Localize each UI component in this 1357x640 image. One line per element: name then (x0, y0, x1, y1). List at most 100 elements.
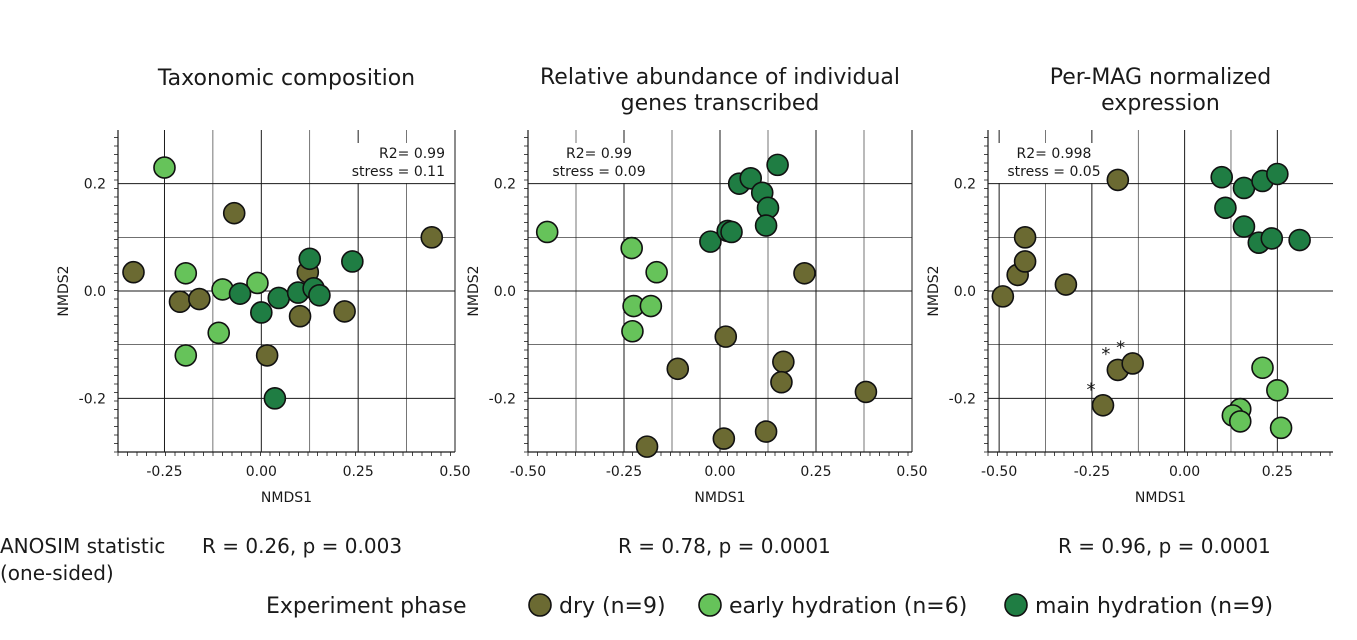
data-point-main (228, 282, 252, 305)
anosim-value: R = 0.78, p = 0.0001 (618, 534, 831, 558)
data-point-main (766, 153, 789, 177)
data-point-early (1266, 378, 1289, 402)
anosim-label-sub: (one-sided) (0, 561, 114, 585)
chart-title: Relative abundance of individual (540, 65, 900, 90)
data-point-main (720, 220, 743, 244)
data-point-dry (770, 370, 793, 394)
fit-annotation: stress = 0.09 (552, 164, 645, 180)
data-point-dry (1091, 394, 1115, 417)
data-point-main (699, 230, 722, 253)
anosim-value: R = 0.96, p = 0.0001 (1058, 534, 1271, 558)
data-point-dry (714, 325, 738, 348)
y-tick-label: 0.2 (84, 177, 106, 193)
data-point-dry (188, 287, 211, 311)
data-point-early (1251, 356, 1274, 380)
y-tick-label: -0.2 (489, 391, 516, 407)
legend-marker-early (698, 593, 722, 617)
fit-annotation: stress = 0.11 (352, 164, 445, 180)
data-point-dry (666, 357, 690, 381)
panel-1: Taxonomic composition -0.25 0.00 0.25 0.50 0.… (56, 66, 471, 558)
data-point-main (341, 250, 364, 273)
x-axis-label: NMDS1 (1135, 490, 1186, 506)
data-point-early (174, 344, 198, 367)
y-axis-label: NMDS2 (926, 265, 942, 316)
data-point-early (535, 220, 559, 244)
significance-star: * (1116, 337, 1125, 358)
y-axis-label: NMDS2 (466, 265, 482, 316)
data-point-main (1288, 228, 1311, 252)
data-point-early (620, 236, 643, 260)
x-tick-label: -0.25 (1074, 464, 1110, 480)
data-point-early (153, 156, 176, 179)
chart-title: Taxonomic composition (157, 66, 415, 91)
data-point-main (1266, 162, 1289, 186)
data-point-dry (222, 201, 246, 225)
annotation-background (539, 143, 655, 183)
bottom-annotations: ANOSIM statistic (one-sided) (0, 534, 165, 585)
significance-star: * (1101, 344, 1110, 365)
data-point-main (267, 286, 291, 310)
y-tick-label: -0.2 (949, 391, 976, 407)
chart-title: genes transcribed (621, 91, 820, 116)
x-tick-label: 0.00 (704, 464, 735, 480)
data-point-early (174, 261, 198, 285)
data-point-dry (793, 261, 816, 285)
x-tick-label: -0.50 (981, 464, 1017, 480)
data-point-dry (1013, 250, 1037, 273)
x-tick-label: 0.25 (1262, 464, 1293, 480)
y-tick-label: 0.0 (84, 284, 106, 300)
data-point-dry (122, 260, 145, 284)
x-tick-label: 0.25 (343, 464, 374, 480)
data-point-dry (991, 285, 1015, 308)
legend-label-dry: dry (n=9) (559, 594, 666, 619)
y-tick-label: 0.0 (954, 284, 976, 300)
x-tick-label: -0.50 (510, 464, 546, 480)
data-point-dry (754, 420, 778, 443)
data-point-main (1214, 196, 1237, 220)
data-point-dry (168, 290, 192, 314)
y-tick-label: 0.2 (494, 177, 516, 193)
x-tick-label: -0.25 (146, 464, 182, 480)
data-point-dry (712, 427, 736, 450)
fit-annotation: R2= 0.99 (566, 146, 632, 162)
data-point-main (263, 387, 287, 410)
data-point-dry (288, 304, 312, 328)
data-point-early (207, 321, 231, 345)
data-point-early (1228, 410, 1252, 433)
annotation-background (333, 143, 449, 183)
chart-title: expression (1101, 91, 1220, 116)
legend-marker-dry (528, 593, 552, 617)
legend-marker-main (1004, 593, 1028, 617)
data-point-dry (1013, 226, 1037, 249)
x-tick-label: 0.25 (800, 464, 831, 480)
legend-title: Experiment phase (266, 594, 467, 619)
y-tick-label: 0.0 (494, 284, 516, 300)
x-tick-label: 0.00 (246, 464, 277, 480)
data-point-main (1232, 215, 1256, 238)
data-point-early (645, 260, 668, 284)
x-tick-label: 0.00 (1169, 464, 1200, 480)
data-point-dry (772, 350, 795, 374)
x-axis-label: NMDS1 (694, 490, 745, 506)
significance-star: * (1087, 379, 1096, 400)
anosim-value: R = 0.26, p = 0.003 (202, 534, 402, 558)
annotation-background (994, 143, 1110, 183)
data-point-dry (1054, 273, 1078, 296)
legend-label-early: early hydration (n=6) (729, 594, 967, 619)
data-point-dry (854, 380, 878, 404)
data-point-main (1210, 165, 1234, 189)
y-tick-label: -0.2 (79, 391, 106, 407)
x-tick-label: 0.50 (896, 464, 927, 480)
data-point-main (1260, 227, 1284, 250)
data-point-dry (255, 344, 279, 367)
data-point-dry (635, 435, 659, 458)
data-point-early (621, 319, 644, 343)
fit-annotation: stress = 0.05 (1007, 164, 1100, 180)
fit-annotation: R2= 0.99 (379, 146, 445, 162)
data-point-dry (333, 300, 356, 323)
legend: Experiment phase dry (n=9) early hydratio… (266, 593, 1273, 619)
chart-title: Per-MAG normalized (1050, 65, 1272, 90)
data-point-main (298, 247, 322, 271)
